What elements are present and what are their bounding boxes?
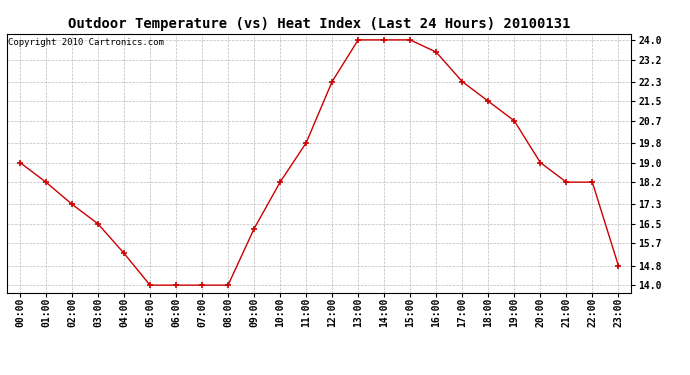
Text: Copyright 2010 Cartronics.com: Copyright 2010 Cartronics.com [8,38,164,46]
Title: Outdoor Temperature (vs) Heat Index (Last 24 Hours) 20100131: Outdoor Temperature (vs) Heat Index (Las… [68,17,571,31]
